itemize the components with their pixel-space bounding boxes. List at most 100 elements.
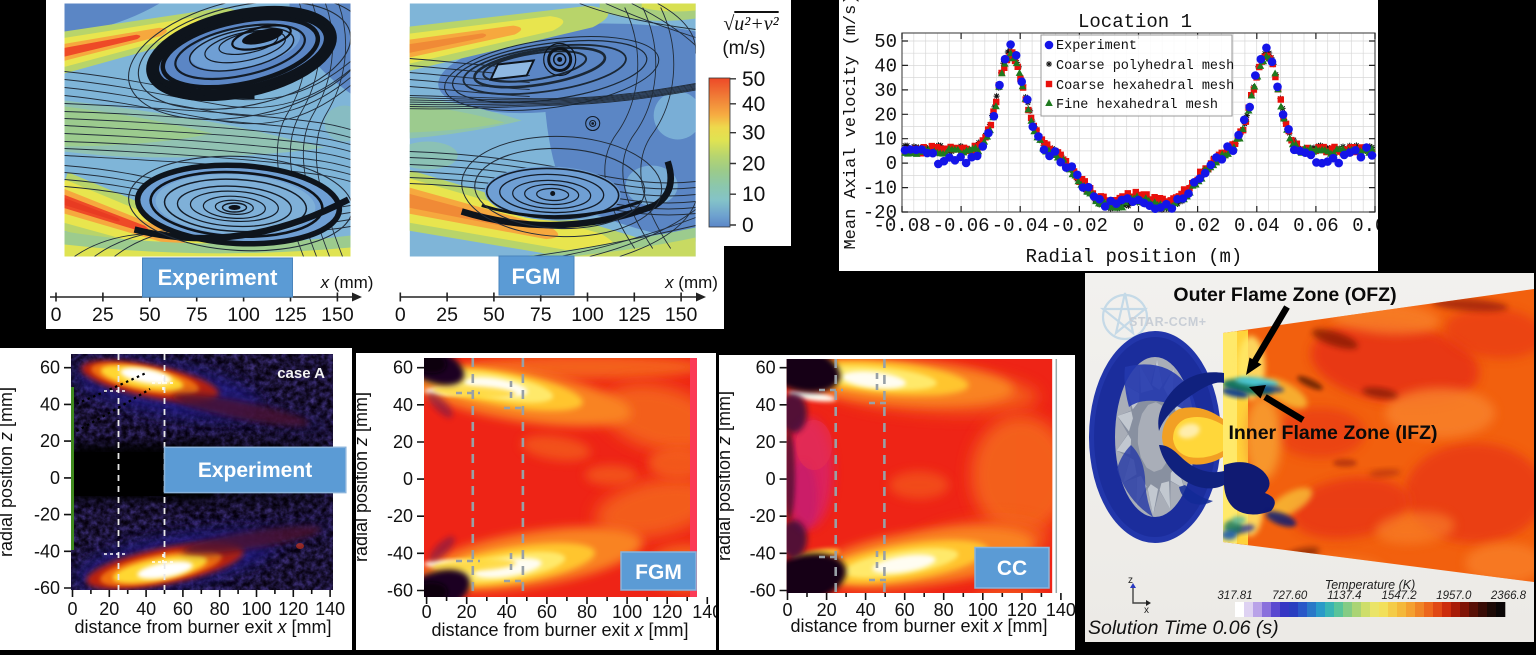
svg-text:0: 0 bbox=[67, 599, 77, 619]
svg-text:0.08: 0.08 bbox=[1352, 215, 1378, 237]
svg-text:50: 50 bbox=[483, 304, 505, 326]
svg-text:140: 140 bbox=[692, 602, 716, 622]
svg-text:-20: -20 bbox=[387, 506, 413, 526]
svg-text:75: 75 bbox=[530, 304, 552, 326]
svg-text:-0.08: -0.08 bbox=[873, 215, 930, 237]
svg-text:0: 0 bbox=[782, 600, 792, 620]
svg-text:-40: -40 bbox=[34, 541, 60, 561]
svg-text:40: 40 bbox=[497, 602, 517, 622]
svg-text:60: 60 bbox=[393, 358, 413, 378]
svg-text:radial position z [mm]: radial position z [mm] bbox=[719, 391, 734, 561]
svg-text:z: z bbox=[1128, 575, 1133, 586]
svg-text:Temperature (K): Temperature (K) bbox=[1325, 578, 1416, 592]
svg-text:100: 100 bbox=[968, 600, 998, 620]
svg-text:0: 0 bbox=[886, 153, 897, 175]
svg-text:0.02: 0.02 bbox=[1175, 215, 1221, 237]
svg-text:60: 60 bbox=[756, 358, 776, 378]
svg-text:0: 0 bbox=[51, 304, 62, 326]
svg-text:150: 150 bbox=[665, 304, 698, 326]
svg-text:40: 40 bbox=[742, 93, 765, 116]
svg-text:1547.2: 1547.2 bbox=[1382, 590, 1418, 602]
svg-text:100: 100 bbox=[227, 304, 260, 326]
svg-text:317.81: 317.81 bbox=[1217, 590, 1252, 602]
svg-text:Fine hexahedral mesh: Fine hexahedral mesh bbox=[1056, 98, 1218, 113]
svg-text:-60: -60 bbox=[387, 581, 413, 601]
svg-text:150: 150 bbox=[321, 304, 354, 326]
svg-text:60: 60 bbox=[895, 600, 915, 620]
svg-text:60: 60 bbox=[537, 602, 557, 622]
svg-text:20: 20 bbox=[393, 432, 413, 452]
svg-text:120: 120 bbox=[1007, 600, 1037, 620]
svg-text:25: 25 bbox=[92, 304, 114, 326]
svg-text:-20: -20 bbox=[34, 505, 60, 525]
svg-text:(m/s): (m/s) bbox=[722, 38, 765, 59]
svg-text:radial position z [mm]: radial position z [mm] bbox=[0, 387, 16, 557]
svg-text:-20: -20 bbox=[863, 202, 897, 224]
svg-text:20: 20 bbox=[457, 602, 477, 622]
svg-text:-0.02: -0.02 bbox=[1051, 215, 1108, 237]
svg-text:50: 50 bbox=[742, 68, 765, 91]
svg-text:x (mm): x (mm) bbox=[664, 273, 718, 292]
svg-text:80: 80 bbox=[210, 599, 230, 619]
svg-text:Mean Axial velocity (m/s): Mean Axial velocity (m/s) bbox=[842, 0, 861, 250]
svg-text:80: 80 bbox=[934, 600, 954, 620]
svg-text:60: 60 bbox=[173, 599, 193, 619]
svg-text:-20: -20 bbox=[750, 506, 776, 526]
svg-text:30: 30 bbox=[742, 122, 765, 145]
svg-text:distance from burner exit x [m: distance from burner exit x [mm] bbox=[790, 616, 1047, 636]
svg-text:60: 60 bbox=[40, 358, 60, 378]
svg-text:√u²+v²: √u²+v² bbox=[723, 13, 779, 35]
svg-text:75: 75 bbox=[186, 304, 208, 326]
svg-text:Experiment: Experiment bbox=[198, 459, 312, 482]
svg-text:120: 120 bbox=[652, 602, 682, 622]
svg-text:20: 20 bbox=[742, 153, 765, 176]
svg-text:FGM: FGM bbox=[635, 561, 682, 584]
svg-text:0: 0 bbox=[395, 304, 406, 326]
svg-text:FGM: FGM bbox=[512, 264, 561, 289]
svg-text:40: 40 bbox=[40, 394, 60, 414]
svg-text:radial position z [mm]: radial position z [mm] bbox=[356, 392, 371, 562]
svg-text:120: 120 bbox=[278, 599, 308, 619]
svg-text:case A: case A bbox=[277, 365, 325, 382]
svg-text:40: 40 bbox=[756, 395, 776, 415]
svg-text:10: 10 bbox=[742, 183, 765, 206]
svg-text:20: 20 bbox=[756, 432, 776, 452]
svg-text:100: 100 bbox=[571, 304, 604, 326]
svg-text:50: 50 bbox=[139, 304, 161, 326]
svg-text:0: 0 bbox=[403, 469, 413, 489]
svg-text:0: 0 bbox=[422, 602, 432, 622]
svg-text:-60: -60 bbox=[34, 578, 60, 598]
svg-text:80: 80 bbox=[577, 602, 597, 622]
svg-text:125: 125 bbox=[618, 304, 651, 326]
svg-text:40: 40 bbox=[856, 600, 876, 620]
svg-text:0: 0 bbox=[1133, 215, 1144, 237]
svg-text:Outer Flame Zone (OFZ): Outer Flame Zone (OFZ) bbox=[1173, 284, 1396, 306]
svg-text:10: 10 bbox=[874, 129, 897, 151]
svg-text:40: 40 bbox=[136, 599, 156, 619]
svg-text:-60: -60 bbox=[750, 581, 776, 601]
svg-text:727.60: 727.60 bbox=[1272, 590, 1308, 602]
svg-text:-40: -40 bbox=[750, 543, 776, 563]
svg-text:0.04: 0.04 bbox=[1234, 215, 1280, 237]
svg-text:20: 20 bbox=[874, 104, 897, 126]
svg-text:40: 40 bbox=[393, 395, 413, 415]
svg-text:50: 50 bbox=[874, 31, 897, 53]
svg-text:1957.0: 1957.0 bbox=[1436, 590, 1472, 602]
svg-text:distance from burner exit x [m: distance from burner exit x [mm] bbox=[431, 620, 688, 640]
svg-text:-0.06: -0.06 bbox=[933, 215, 990, 237]
svg-text:0: 0 bbox=[742, 214, 754, 237]
svg-text:Inner Flame Zone (IFZ): Inner Flame Zone (IFZ) bbox=[1228, 422, 1437, 444]
svg-text:125: 125 bbox=[274, 304, 307, 326]
svg-text:20: 20 bbox=[817, 600, 837, 620]
svg-text:140: 140 bbox=[315, 599, 345, 619]
svg-text:0.06: 0.06 bbox=[1293, 215, 1339, 237]
svg-text:Radial position (m): Radial position (m) bbox=[1026, 246, 1243, 268]
svg-text:distance from burner exit x [m: distance from burner exit x [mm] bbox=[74, 617, 331, 637]
svg-text:30: 30 bbox=[874, 80, 897, 102]
svg-text:CC: CC bbox=[997, 557, 1027, 580]
svg-text:Solution Time 0.06 (s): Solution Time 0.06 (s) bbox=[1088, 617, 1279, 639]
svg-text:Coarse hexahedral mesh: Coarse hexahedral mesh bbox=[1056, 79, 1234, 94]
svg-text:1137.4: 1137.4 bbox=[1327, 590, 1361, 602]
svg-text:20: 20 bbox=[40, 431, 60, 451]
svg-text:25: 25 bbox=[436, 304, 458, 326]
